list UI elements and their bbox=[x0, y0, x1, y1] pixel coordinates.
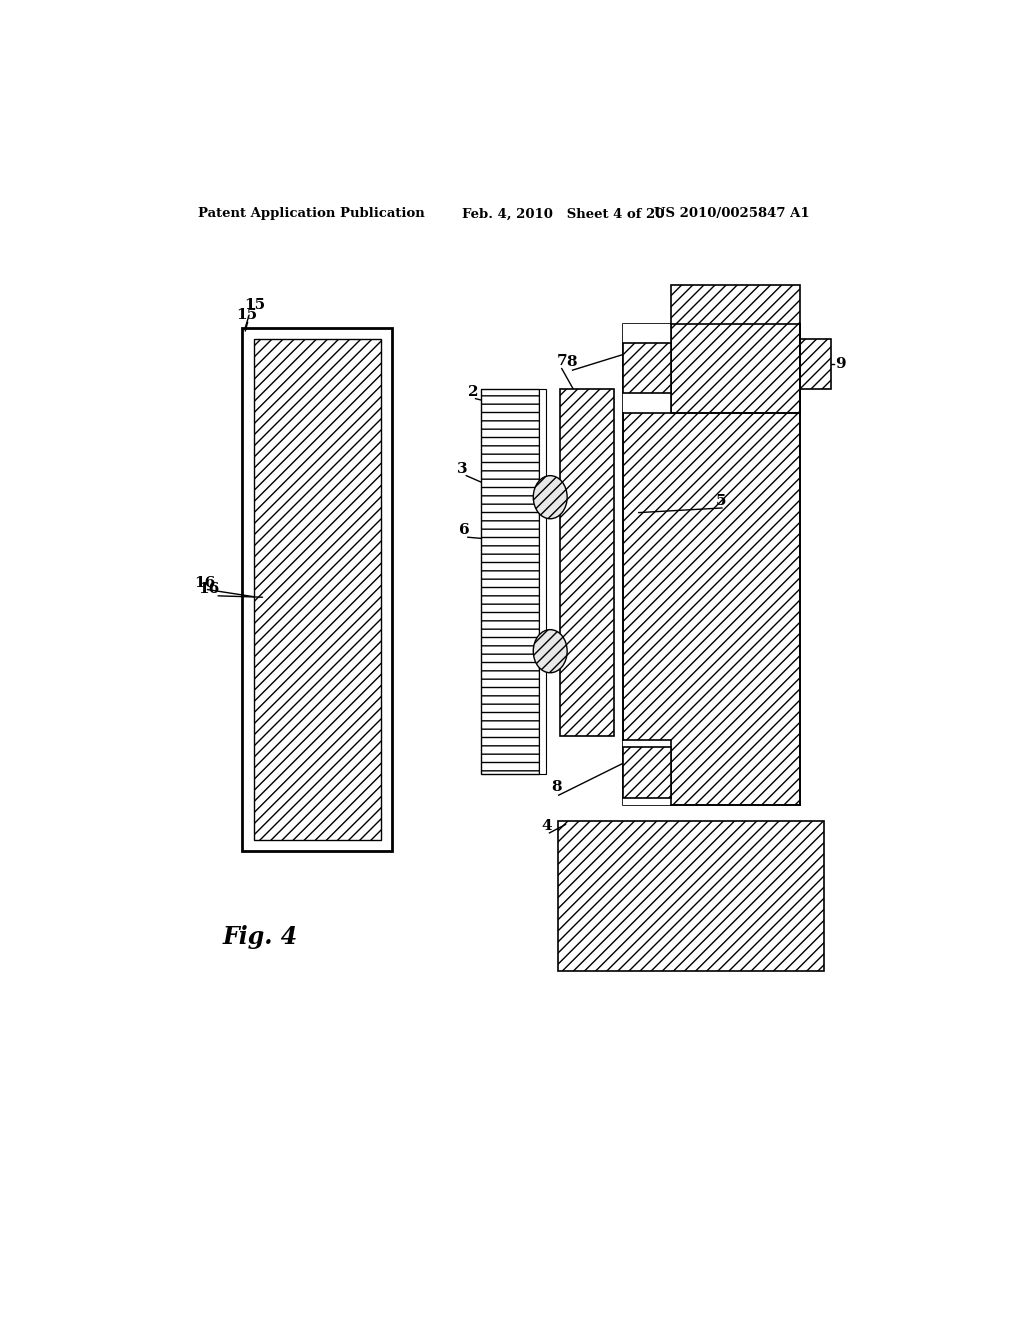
Bar bbox=[560, 389, 614, 737]
Bar bbox=[624, 323, 801, 805]
Text: US 2010/0025847 A1: US 2010/0025847 A1 bbox=[654, 207, 810, 220]
Bar bbox=[624, 343, 671, 393]
Text: 9: 9 bbox=[836, 356, 846, 371]
Text: 8: 8 bbox=[566, 355, 577, 370]
Text: 16: 16 bbox=[194, 576, 215, 590]
Text: 3: 3 bbox=[457, 462, 468, 475]
Bar bbox=[558, 821, 823, 970]
Bar bbox=[254, 339, 381, 840]
Text: 16: 16 bbox=[199, 582, 219, 597]
Ellipse shape bbox=[534, 475, 567, 519]
Text: Fig. 4: Fig. 4 bbox=[223, 925, 298, 949]
Text: 6: 6 bbox=[460, 523, 470, 537]
Bar bbox=[539, 389, 547, 775]
Bar bbox=[243, 327, 392, 851]
Bar bbox=[671, 285, 801, 412]
Text: 8: 8 bbox=[552, 780, 562, 795]
Text: Patent Application Publication: Patent Application Publication bbox=[199, 207, 425, 220]
Text: 15: 15 bbox=[245, 297, 265, 312]
Bar bbox=[624, 323, 671, 412]
Bar bbox=[624, 747, 671, 797]
Text: Feb. 4, 2010   Sheet 4 of 20: Feb. 4, 2010 Sheet 4 of 20 bbox=[462, 207, 664, 220]
Text: 4: 4 bbox=[542, 818, 552, 833]
Text: 7: 7 bbox=[556, 354, 567, 368]
Ellipse shape bbox=[534, 630, 567, 673]
Text: 2: 2 bbox=[468, 384, 478, 399]
Bar bbox=[481, 389, 539, 775]
Bar bbox=[801, 339, 831, 389]
Text: 15: 15 bbox=[237, 308, 257, 322]
Text: 5: 5 bbox=[716, 494, 726, 508]
Bar bbox=[624, 739, 671, 805]
